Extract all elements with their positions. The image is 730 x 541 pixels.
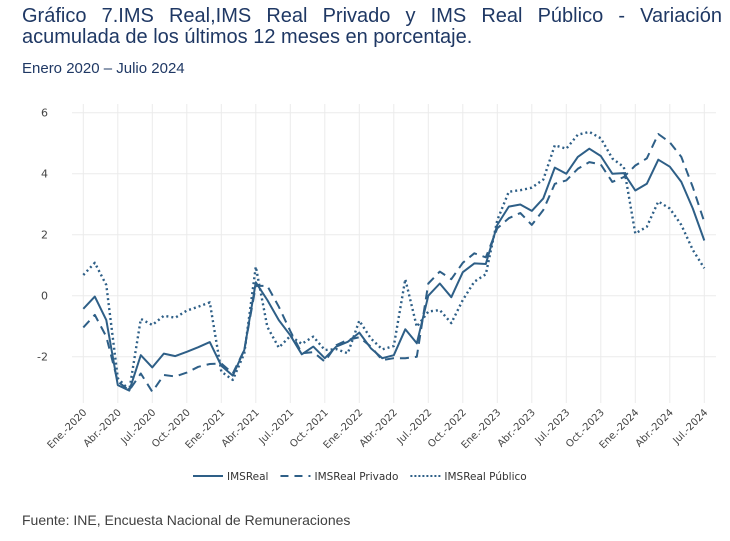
y-tick-label: 4	[41, 168, 48, 181]
x-tick-label: Abr.-2021	[220, 407, 262, 449]
legend-label: IMSReal Privado	[314, 471, 398, 483]
series-line-imsreal-p-blico	[82, 130, 706, 392]
x-tick-label: Jul.-2024	[671, 407, 711, 447]
y-tick-label: 0	[41, 290, 48, 303]
y-axis: -2 0 2 4 6	[37, 107, 48, 364]
x-axis: Ene.-2020Abr.-2020Jul.-2020Oct.-2020Ene.…	[46, 407, 711, 451]
source-note: Fuente: INE, Encuesta Nacional de Remune…	[22, 512, 351, 528]
series-line-imsreal	[82, 147, 706, 392]
series-line-imsreal-privado	[82, 133, 706, 393]
x-tick-label: Abr.-2024	[634, 407, 676, 449]
legend: IMSReal IMSReal Privado IMSReal Público	[193, 471, 527, 483]
x-tick-label: Abr.-2023	[496, 407, 538, 449]
legend-label: IMSReal	[227, 471, 268, 483]
x-tick-label: Abr.-2022	[358, 407, 400, 449]
y-tick-label: 6	[41, 107, 48, 120]
x-tick-label: Abr.-2020	[82, 407, 124, 449]
legend-label: IMSReal Público	[444, 471, 526, 483]
chart-subtitle: Enero 2020 – Julio 2024	[22, 60, 185, 77]
series-lines	[82, 130, 706, 393]
chart-title: Gráfico 7.IMS Real,IMS Real Privado y IM…	[22, 5, 722, 48]
y-tick-label: 2	[41, 229, 48, 242]
x-tick-label: Ene.-2020	[46, 407, 90, 451]
y-tick-label: -2	[37, 351, 48, 364]
grid	[72, 104, 716, 403]
